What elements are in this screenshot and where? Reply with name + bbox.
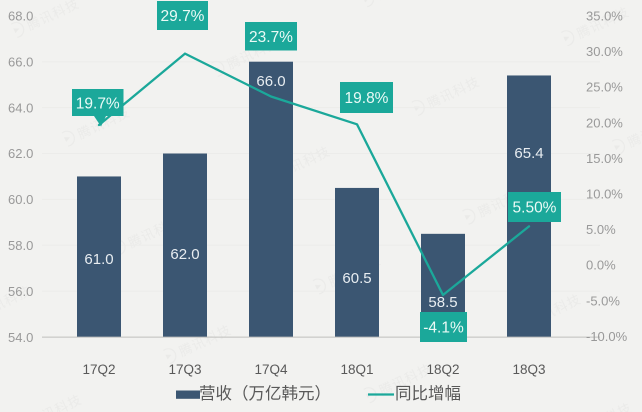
- svg-text:5.50%: 5.50%: [513, 200, 557, 217]
- svg-text:-10.0%: -10.0%: [586, 329, 628, 344]
- svg-text:15.0%: 15.0%: [586, 151, 623, 166]
- svg-text:35.0%: 35.0%: [586, 9, 623, 24]
- svg-text:62.0: 62.0: [8, 146, 33, 161]
- svg-text:-4.1%: -4.1%: [423, 320, 464, 337]
- svg-text:17Q4: 17Q4: [254, 362, 288, 377]
- svg-text:61.0: 61.0: [84, 251, 113, 268]
- svg-text:20.0%: 20.0%: [586, 115, 623, 130]
- svg-text:66.0: 66.0: [256, 73, 285, 90]
- svg-text:25.0%: 25.0%: [586, 80, 623, 95]
- svg-text:17Q3: 17Q3: [168, 362, 201, 377]
- svg-text:30.0%: 30.0%: [586, 44, 623, 59]
- svg-text:17Q2: 17Q2: [82, 362, 115, 377]
- svg-text:54.0: 54.0: [8, 330, 33, 345]
- svg-text:58.0: 58.0: [8, 238, 33, 253]
- svg-text:58.5: 58.5: [428, 294, 457, 311]
- svg-text:68.0: 68.0: [8, 9, 33, 24]
- svg-text:62.0: 62.0: [170, 246, 199, 263]
- svg-text:60.5: 60.5: [342, 270, 371, 287]
- svg-text:18Q3: 18Q3: [512, 362, 545, 377]
- svg-text:19.7%: 19.7%: [76, 96, 120, 113]
- svg-text:0.0%: 0.0%: [586, 258, 616, 273]
- svg-text:64.0: 64.0: [8, 100, 33, 115]
- svg-text:66.0: 66.0: [8, 54, 33, 69]
- svg-text:23.7%: 23.7%: [249, 29, 293, 46]
- svg-text:29.7%: 29.7%: [161, 8, 205, 25]
- svg-text:同比增幅: 同比增幅: [395, 384, 461, 403]
- svg-text:10.0%: 10.0%: [586, 187, 623, 202]
- svg-text:60.0: 60.0: [8, 192, 33, 207]
- svg-text:营收（万亿韩元）: 营收（万亿韩元）: [199, 384, 331, 403]
- svg-text:65.4: 65.4: [514, 145, 543, 162]
- svg-text:5.0%: 5.0%: [586, 222, 616, 237]
- svg-text:56.0: 56.0: [8, 284, 33, 299]
- svg-text:19.8%: 19.8%: [345, 90, 389, 107]
- svg-text:18Q1: 18Q1: [340, 362, 373, 377]
- svg-text:18Q2: 18Q2: [426, 362, 459, 377]
- svg-text:-5.0%: -5.0%: [586, 293, 620, 308]
